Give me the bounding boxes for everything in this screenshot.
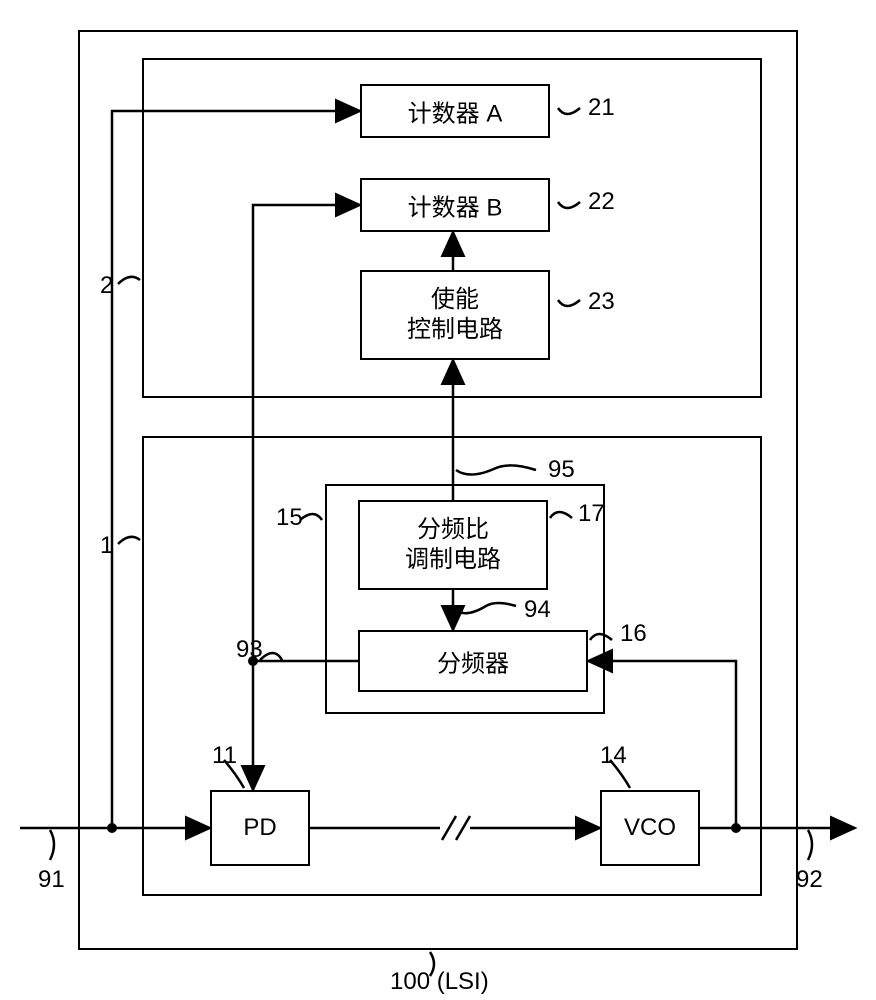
wires-svg xyxy=(0,0,876,1000)
ref-22: 22 xyxy=(588,188,615,216)
ref-94: 94 xyxy=(524,596,551,624)
ref-23: 23 xyxy=(588,288,615,316)
ref-95: 95 xyxy=(548,456,575,484)
diagram-stage: 计数器 A 计数器 B 使能 控制电路 分频比 调制电路 分频器 PD VCO xyxy=(0,0,876,1000)
ref-14: 14 xyxy=(600,742,627,770)
ref-17: 17 xyxy=(578,500,605,528)
ref-16: 16 xyxy=(620,620,647,648)
ref-1: 1 xyxy=(100,532,113,560)
ref-11: 11 xyxy=(212,742,237,770)
ref-100: 100 (LSI) xyxy=(390,968,489,996)
ref-15: 15 xyxy=(276,504,303,532)
ref-2: 2 xyxy=(100,272,113,300)
ref-21: 21 xyxy=(588,94,615,122)
ref-92: 92 xyxy=(796,866,823,894)
ref-93: 93 xyxy=(236,636,263,664)
ref-91: 91 xyxy=(38,866,65,894)
